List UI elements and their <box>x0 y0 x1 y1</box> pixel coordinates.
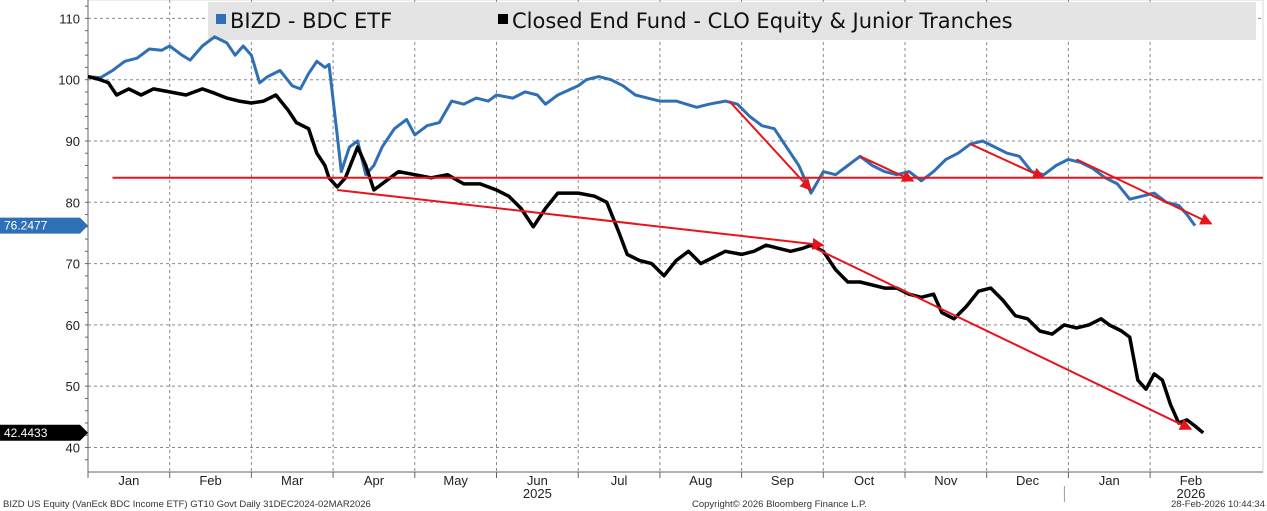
footer-left: BIZD US Equity (VanEck BDC Income ETF) G… <box>3 499 371 510</box>
y-tick-label: 90 <box>66 134 80 149</box>
footer-right: 28-Feb-2026 10:44:34 <box>1171 499 1265 510</box>
x-tick-label: Mar <box>281 473 304 488</box>
legend-label-bizd: BIZD - BDC ETF <box>230 9 392 33</box>
x-tick-label: Jun <box>527 473 548 488</box>
last-value-label-bizd: 76.2477 <box>4 219 48 233</box>
annotations <box>112 100 1263 430</box>
trend-arrow <box>859 155 915 182</box>
footer-center: Copyright© 2026 Bloomberg Finance L.P. <box>692 499 867 510</box>
x-tick-label: Feb <box>1180 473 1202 488</box>
x-tick-label: Oct <box>854 473 875 488</box>
x-year-label: 2025 <box>523 486 552 501</box>
legend: BIZD - BDC ETF Closed End Fund - CLO Equ… <box>208 2 1256 40</box>
trend-arrow <box>814 247 1193 430</box>
footer: BIZD US Equity (VanEck BDC Income ETF) G… <box>3 499 1265 510</box>
x-tick-label: Jul <box>611 473 628 488</box>
axes: 40 50 60 70 80 90 100 110 Jan Feb Mar Apr May Jun Jul A… <box>58 0 1263 502</box>
y-tick-label: 110 <box>59 11 80 26</box>
x-tick-label: Feb <box>199 473 221 488</box>
x-tick-label: Sep <box>771 473 794 488</box>
x-tick-label: Jan <box>1099 473 1120 488</box>
x-tick-label: Jan <box>118 473 139 488</box>
series-line-clo <box>87 74 1205 435</box>
trend-arrow <box>337 189 825 250</box>
legend-background <box>208 2 1256 40</box>
x-tick-label: Apr <box>364 473 385 488</box>
y-tick-label: 50 <box>66 379 80 394</box>
plot-frame <box>87 0 1264 473</box>
trend-arrow <box>969 143 1045 179</box>
last-value-tag-clo <box>0 424 88 441</box>
x-tick-label: May <box>443 473 468 488</box>
trend-arrow <box>728 100 812 191</box>
legend-swatch-clo <box>498 14 508 24</box>
grid <box>88 0 1263 472</box>
x-year-label: 2026 <box>1176 486 1205 501</box>
last-value-tag-bizd <box>0 217 88 234</box>
y-tick-label: 100 <box>58 73 80 88</box>
y-tick-label: 40 <box>66 440 80 455</box>
last-value-tags: 76.2477 42.4433 <box>0 217 88 441</box>
x-tick-label: Nov <box>934 473 958 488</box>
legend-swatch-bizd <box>216 14 226 24</box>
trend-arrow <box>1076 158 1213 225</box>
x-tick-label: Aug <box>689 473 712 488</box>
y-tick-label: 60 <box>66 318 80 333</box>
x-tick-label: Dec <box>1016 473 1040 488</box>
legend-label-clo: Closed End Fund - CLO Equity & Junior Tr… <box>512 9 1013 33</box>
series-line-bizd <box>87 35 1197 227</box>
last-value-label-clo: 42.4433 <box>4 426 48 440</box>
series <box>87 35 1205 435</box>
y-tick-label: 70 <box>66 257 80 272</box>
y-tick-label: 80 <box>66 195 80 210</box>
